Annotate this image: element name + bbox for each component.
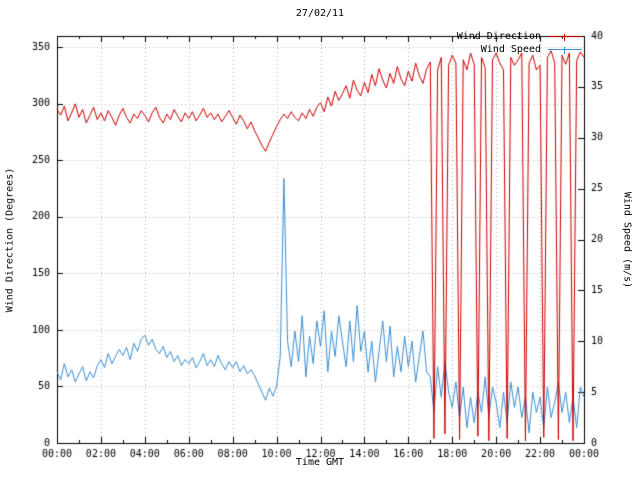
chart-legend: Wind Direction Wind Speed [457, 31, 582, 55]
legend-line-sample-direction [548, 34, 582, 41]
legend-line-sample-speed [548, 47, 582, 54]
legend-label-wind-direction: Wind Direction [456, 31, 541, 42]
legend-label-wind-speed: Wind Speed [480, 44, 541, 55]
chart-title: 27/02/11 [295, 8, 345, 19]
right-axis-label: Wind Speed (m/s) [621, 191, 633, 289]
legend-entry-wind-direction: Wind Direction [457, 31, 582, 42]
left-axis-label: Wind Direction (Degrees) [4, 167, 16, 313]
legend-entry-wind-speed: Wind Speed [481, 44, 582, 55]
x-axis-label: Time GMT [295, 457, 345, 468]
